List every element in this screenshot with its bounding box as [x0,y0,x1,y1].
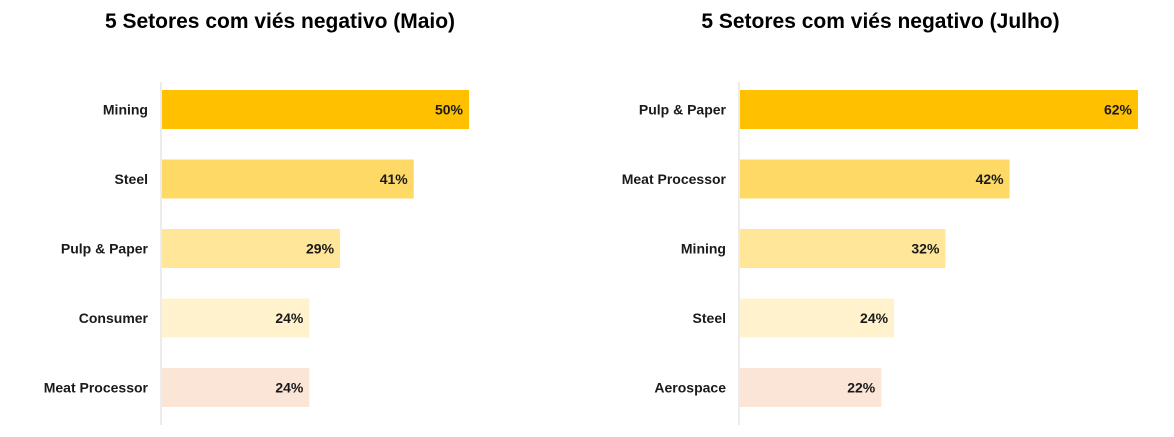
bar [162,90,469,129]
data-label: 62% [1104,102,1133,118]
category-label: Meat Processor [622,171,727,187]
category-label: Meat Processor [44,380,149,396]
data-label: 24% [275,310,304,326]
bar [740,298,895,338]
bar [740,368,882,407]
bar [740,90,1138,129]
category-label: Mining [681,241,726,257]
category-label: Steel [115,171,148,187]
bar [740,159,1010,199]
data-label: 50% [435,102,464,118]
bar-chart-julho: Pulp & Paper 62% Meat Processor 42% Mining 32… [622,82,1138,425]
chart-title: 5 Setores com viés negativo (Julho) [701,10,1060,33]
data-label: 22% [847,380,876,396]
chart-panel-maio: 5 Setores com viés negativo (Maio) Minin… [0,0,560,437]
category-label: Mining [103,102,148,118]
category-label: Pulp & Paper [639,102,727,118]
bar [162,229,341,268]
data-label: 41% [380,171,409,187]
category-label: Aerospace [654,380,726,396]
bar [162,159,414,199]
category-label: Pulp & Paper [61,241,149,257]
chart-panel-julho: 5 Setores com viés negativo (Julho) Pulp… [587,0,1174,437]
bar [162,298,310,338]
bar-chart-maio: Mining 50% Steel 41% Pulp & Paper 29% Consumer… [44,82,469,425]
category-label: Consumer [79,310,149,326]
category-label: Steel [693,310,726,326]
data-label: 32% [911,241,940,257]
bar [162,368,310,407]
data-label: 29% [306,241,335,257]
data-label: 42% [976,171,1005,187]
data-label: 24% [860,310,889,326]
chart-title: 5 Setores com viés negativo (Maio) [104,10,456,33]
data-label: 24% [275,380,304,396]
bar [740,229,946,268]
